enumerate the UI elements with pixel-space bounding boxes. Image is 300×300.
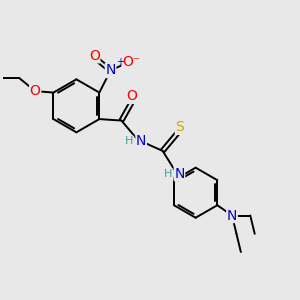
Text: H: H xyxy=(125,136,134,146)
Text: N: N xyxy=(136,134,146,148)
Text: N: N xyxy=(105,64,116,77)
Text: O: O xyxy=(126,89,137,103)
Text: N: N xyxy=(174,167,184,181)
Text: O: O xyxy=(30,84,40,98)
Text: H: H xyxy=(164,169,172,178)
Text: N: N xyxy=(227,208,237,223)
Text: O: O xyxy=(89,49,100,63)
Text: S: S xyxy=(175,120,184,134)
Text: O⁻: O⁻ xyxy=(122,55,140,69)
Text: +: + xyxy=(116,57,124,67)
